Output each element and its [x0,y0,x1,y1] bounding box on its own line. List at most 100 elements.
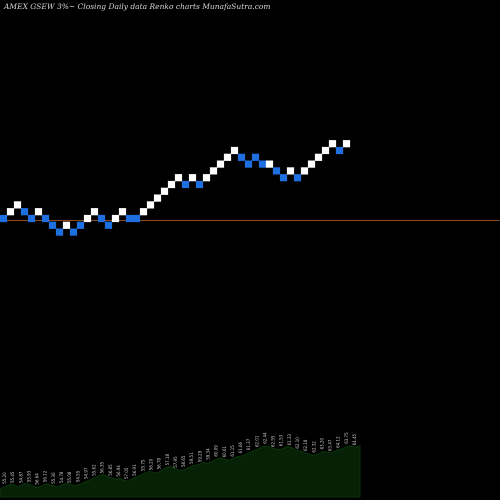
volume-value-label: 56.35 [100,461,105,473]
renko-brick-up [328,140,337,148]
volume-value-label: 56.78 [157,457,162,469]
volume-value-label: 62.01 [254,435,259,447]
volume-value-label: 55.62 [92,464,97,476]
volume-value-label: 60.61 [222,445,227,457]
volume-value-label: 54.97 [83,467,88,479]
volume-value-label: 54.78 [59,471,64,483]
volume-value-label: 62.44 [263,432,268,444]
volume-value-label: 61.37 [246,438,251,450]
renko-brick-up [167,180,176,189]
volume-value-label: 55.45 [10,471,15,483]
renko-brick-up [153,194,162,202]
volume-value-label: 61.53 [279,434,284,446]
renko-brick-down [20,208,29,216]
volume-value-label: 59.51 [189,452,194,464]
renko-brick-up [223,153,232,161]
renko-brick-up [83,214,92,223]
volume-value-label: 55.20 [2,472,7,484]
renko-brick-down [279,174,288,182]
renko-brick-up [13,201,22,209]
renko-brick-up [230,146,239,155]
renko-brick-down [335,146,344,155]
volume-value-labels: 55.20 55.45 54.87 55.93 56.64 56.12 55.36 54.78… [2,432,357,485]
volume-area [0,445,361,498]
volume-value-label: 55.36 [51,472,56,484]
renko-brick-up [342,140,351,148]
volume-value-label: 57.95 [173,456,178,468]
renko-brick-down [244,160,253,168]
renko-brick-down [258,160,267,168]
volume-panel [0,445,361,498]
volume-value-label: 55.08 [67,471,72,483]
volume-value-label: 60.09 [214,445,219,457]
volume-value-label: 63.75 [344,432,349,444]
renko-brick-down [195,180,204,189]
renko-brick-up [209,167,218,175]
volume-value-label: 59.29 [197,450,202,462]
renko-brick-up [139,208,148,216]
renko-brick-up [111,214,120,223]
renko-brick-down [132,214,141,223]
volume-value-label: 62.55 [271,435,276,447]
volume-value-label: 62.10 [295,437,300,449]
renko-brick-down [97,214,106,223]
renko-brick-down [125,214,134,223]
volume-value-label: 57.18 [165,453,170,465]
volume-value-label: 61.33 [287,433,292,445]
renko-brick-down [272,167,281,175]
renko-brick-up [202,174,211,182]
renko-brick-up [314,153,323,161]
volume-value-label: 57.05 [124,467,129,479]
renko-brick-up [265,160,274,168]
volume-value-label: 63.47 [328,439,333,451]
volume-value-label: 58.65 [181,455,186,467]
renko-brick-up [286,167,295,175]
volume-value-label: 64.12 [336,436,341,448]
volume-value-label: 62.32 [311,441,316,453]
renko-brick-down [48,221,57,229]
volume-value-label: 62.18 [303,439,308,451]
volume-value-label: 56.12 [43,470,48,482]
volume-value-label: 56.85 [108,464,113,476]
renko-brick-down [181,180,190,189]
volume-value-label: 56.64 [35,473,40,485]
volume-value-label: 59.34 [206,448,211,460]
volume-value-label: 61.15 [230,445,235,457]
renko-brick-up [146,201,155,209]
renko-brick-up [188,174,197,182]
volume-value-label: 55.75 [140,459,145,471]
volume-value-label: 54.55 [75,470,80,482]
volume-value-label: 56.94 [116,465,121,477]
renko-brick-down [104,221,113,229]
renko-brick-down [55,228,64,236]
renko-brick-down [76,221,85,229]
volume-value-label: 56.20 [149,458,154,470]
volume-value-label: 64.45 [352,433,357,445]
volume-value-label: 56.91 [132,464,137,476]
volume-value-label: 63.20 [319,437,324,449]
renko-bricks [0,140,351,236]
renko-brick-down [237,153,246,161]
renko-brick-up [160,187,169,195]
renko-brick-down [0,214,8,223]
volume-value-label: 54.87 [18,471,23,483]
renko-brick-down [27,214,36,223]
renko-brick-up [118,208,127,216]
chart-title: AMEX GSEW 3%~ Closing Daily data Renko c… [4,2,271,11]
renko-brick-up [300,167,309,175]
volume-value-label: 61.66 [238,441,243,453]
volume-value-label: 55.93 [26,470,31,482]
renko-brick-up [174,174,183,182]
renko-brick-up [34,208,43,216]
renko-brick-up [90,208,99,216]
renko-brick-up [307,160,316,168]
renko-brick-up [6,208,15,216]
renko-brick-up [321,146,330,155]
renko-brick-down [251,153,260,161]
renko-brick-down [69,228,78,236]
renko-brick-down [41,214,50,223]
renko-brick-down [293,174,302,182]
renko-brick-up [62,221,71,229]
